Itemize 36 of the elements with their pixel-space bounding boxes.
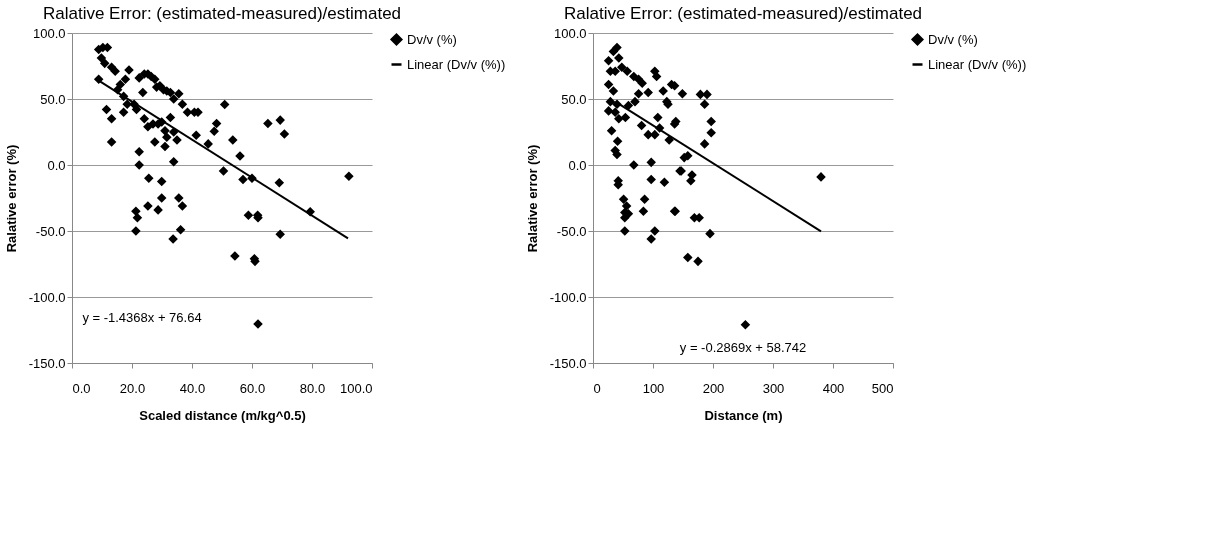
chart-title: Ralative Error: (estimated-measured)/estimated bbox=[563, 4, 923, 23]
x-tick-label: 100 bbox=[642, 380, 665, 396]
y-tick-label: 50.0 bbox=[561, 91, 587, 107]
x-tick-label: 20.0 bbox=[119, 380, 146, 396]
annotation: y = -1.4368x + 76.64 bbox=[82, 310, 202, 325]
legend-label: Dv/v (%) bbox=[928, 31, 978, 47]
legend-label: Linear (Dv/v (%)) bbox=[928, 56, 1027, 72]
x-axis-title: Scaled distance (m/kg^0.5) bbox=[139, 407, 306, 423]
y-tick-label: 100.0 bbox=[32, 25, 66, 41]
y-tick-label: 100.0 bbox=[553, 25, 587, 41]
x-tick-label: 40.0 bbox=[179, 380, 206, 396]
y-tick-label: -50.0 bbox=[556, 223, 587, 239]
y-tick-label: -150.0 bbox=[549, 355, 587, 371]
y-tick-label: -100.0 bbox=[549, 289, 587, 305]
x-tick-label: 400 bbox=[822, 380, 845, 396]
legend-label: Dv/v (%) bbox=[407, 31, 457, 47]
annotation: y = -0.2869x + 58.742 bbox=[679, 340, 807, 355]
x-axis-title: Distance (m) bbox=[704, 407, 783, 423]
x-tick-label: 500 bbox=[871, 380, 894, 396]
y-axis-title: Ralative error (%) bbox=[524, 144, 540, 253]
x-tick-label: 100.0 bbox=[339, 380, 373, 396]
x-tick-label: 60.0 bbox=[239, 380, 266, 396]
y-tick-label: -100.0 bbox=[28, 289, 66, 305]
y-tick-label: 50.0 bbox=[40, 91, 66, 107]
x-tick-label: 0.0 bbox=[72, 380, 91, 396]
y-tick-label: 0.0 bbox=[568, 157, 587, 173]
x-tick-label: 200 bbox=[702, 380, 725, 396]
legend-label: Linear (Dv/v (%)) bbox=[407, 56, 506, 72]
x-tick-label: 80.0 bbox=[299, 380, 326, 396]
y-tick-label: 0.0 bbox=[47, 157, 66, 173]
y-axis-title: Ralative error (%) bbox=[3, 144, 19, 253]
y-tick-label: -150.0 bbox=[28, 355, 66, 371]
chart-title: Ralative Error: (estimated-measured)/estimated bbox=[42, 4, 402, 23]
x-tick-label: 300 bbox=[762, 380, 785, 396]
y-tick-label: -50.0 bbox=[35, 223, 66, 239]
x-tick-label: 0 bbox=[593, 380, 601, 396]
